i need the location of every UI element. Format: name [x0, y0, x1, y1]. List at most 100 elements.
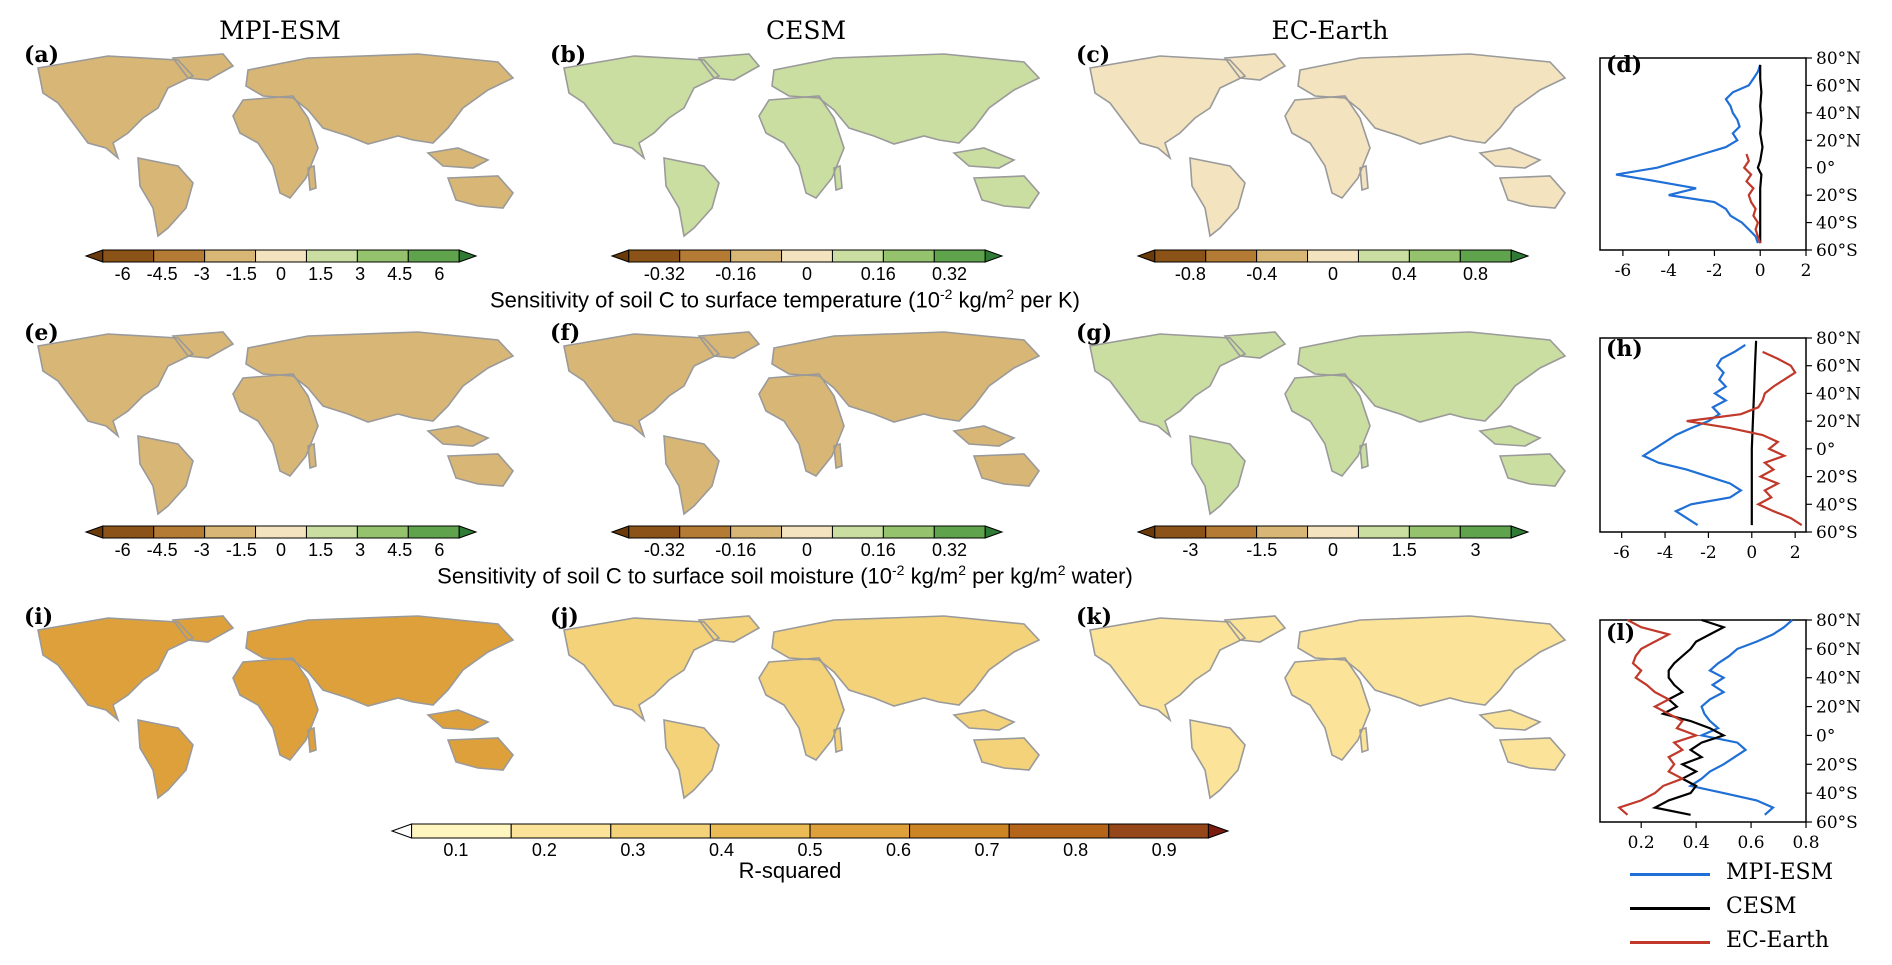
colorbar-r-squared-tick-label: 0.7: [974, 840, 1000, 860]
legend-item-cesm: CESM: [1630, 894, 1880, 922]
colorbar-b-tick-label: 0.16: [860, 264, 896, 284]
legend-swatch: [1630, 941, 1710, 944]
lat-tick-label: 60°N: [1816, 640, 1861, 660]
colorbar-e-tick-label: 0: [275, 540, 287, 560]
colorbar-g-tick-label: 3: [1470, 540, 1481, 560]
colorbar-b-tick-label: 0: [801, 264, 813, 284]
panel-label-a: (a): [24, 42, 60, 68]
x-tick-label: 0: [1755, 261, 1766, 281]
legend-swatch: [1630, 873, 1710, 876]
colorbar-r-squared-tick-label: 0.3: [620, 840, 646, 860]
colorbar-r-squared-tick-label: 0.6: [886, 840, 912, 860]
lat-tick-label: 80°N: [1816, 49, 1861, 69]
colorbar-c-tick-label: 0.4: [1391, 264, 1417, 284]
legend-item-ec-earth: EC-Earth: [1630, 928, 1880, 956]
column-title-ec-earth: EC-Earth: [1271, 16, 1389, 45]
colorbar-e-tick-label: 1.5: [308, 540, 334, 560]
colorbar-r-squared-tick-label: 0.9: [1151, 840, 1177, 860]
column-title-mpi-esm: MPI-ESM: [219, 16, 341, 45]
colorbar-f-tick-label: -0.32: [643, 540, 685, 560]
lat-tick-label: 20°S: [1816, 186, 1858, 206]
panel-label-i: (i): [24, 604, 54, 630]
row2-caption: Sensitivity of soil C to surface soil mo…: [437, 562, 1133, 589]
colorbar-c-tick-label: -0.4: [1246, 264, 1278, 284]
colorbar-f-tick-label: 0: [801, 540, 813, 560]
lat-tick-label: 0°: [1816, 440, 1835, 460]
panel-label-c: (c): [1076, 42, 1111, 68]
panel-label-g: (g): [1076, 320, 1113, 346]
lat-tick-label: 40°N: [1816, 104, 1861, 124]
x-tick-label: 0.6: [1738, 833, 1765, 853]
series-cesm: [1756, 64, 1764, 244]
lat-tick-label: 0°: [1816, 159, 1835, 179]
lat-tick-label: 20°N: [1816, 412, 1861, 432]
x-tick-label: -4: [1660, 261, 1677, 281]
panel-label-e: (e): [24, 320, 59, 346]
colorbar-e-tick-label: -1.5: [225, 540, 257, 560]
series-ec-earth: [1617, 619, 1700, 816]
column-title-cesm: CESM: [765, 16, 847, 45]
series-mpi-esm: [1641, 343, 1746, 527]
colorbar-e-tick-label: -3: [193, 540, 210, 560]
colorbar-a-tick-label: 6: [434, 264, 445, 284]
colorbar-b-tick-label: -0.32: [643, 264, 685, 284]
colorbar-a-tick-label: 0: [275, 264, 287, 284]
colorbar-g-tick-label: -3: [1182, 540, 1199, 560]
lat-tick-label: 20°S: [1816, 755, 1858, 775]
colorbar-g-tick-label: -1.5: [1246, 540, 1278, 560]
x-tick-label: 2: [1790, 543, 1801, 563]
colorbar-f-tick-label: -0.16: [715, 540, 757, 560]
colorbar-f-tick-label: 0.16: [860, 540, 896, 560]
series-mpi-esm: [1615, 64, 1762, 244]
lat-tick-label: 20°N: [1816, 698, 1861, 718]
colorbar-r-squared-tick-label: 0.1: [443, 840, 469, 860]
colorbar-c-tick-label: -0.8: [1174, 264, 1206, 284]
colorbar-e-tick-label: -4.5: [146, 540, 178, 560]
colorbar-c-tick-label: 0.8: [1463, 264, 1489, 284]
x-tick-label: 0.8: [1792, 833, 1819, 853]
colorbar-a-tick-label: -3: [193, 264, 210, 284]
legend: MPI-ESM CESM EC-Earth: [1630, 860, 1880, 960]
x-tick-label: 0: [1746, 543, 1757, 563]
colorbar-e-tick-label: 6: [434, 540, 445, 560]
colorbar-b-tick-label: 0.32: [932, 264, 968, 284]
colorbar-a-tick-label: -6: [114, 264, 131, 284]
legend-label: MPI-ESM: [1726, 860, 1834, 885]
colorbar-g-tick-label: 1.5: [1391, 540, 1417, 560]
colorbar-r-squared-tick-label: 0.2: [531, 840, 557, 860]
panel-label-k: (k): [1076, 604, 1113, 630]
lat-tick-label: 40°S: [1816, 495, 1858, 515]
colorbar-a-tick-label: 4.5: [387, 264, 413, 284]
colorbar-a-tick-label: -4.5: [146, 264, 178, 284]
colorbar-e-tick-label: 3: [355, 540, 366, 560]
x-tick-label: -2: [1700, 543, 1717, 563]
lat-tick-label: 40°S: [1816, 784, 1858, 804]
legend-swatch: [1630, 907, 1710, 910]
colorbar-e-tick-label: -6: [114, 540, 131, 560]
lat-tick-label: 40°S: [1816, 214, 1858, 234]
x-tick-label: -2: [1706, 261, 1723, 281]
x-tick-label: -6: [1615, 261, 1632, 281]
colorbar-a-tick-label: -1.5: [225, 264, 257, 284]
series-mpi-esm: [1687, 619, 1794, 816]
lat-tick-label: 60°N: [1816, 357, 1861, 377]
series-ec-earth: [1686, 350, 1803, 527]
panel-label-l: (l): [1606, 620, 1636, 646]
lat-tick-label: 20°N: [1816, 131, 1861, 151]
profile-l: 80°N 60°N 40°N 20°N 0° 20°S 40°S 60°S 0.2 0.4 0.6 0…: [1599, 611, 1861, 853]
lat-tick-label: 60°S: [1816, 523, 1858, 543]
x-tick-label: -4: [1657, 543, 1674, 563]
x-tick-label: 0.4: [1683, 833, 1710, 853]
lat-tick-label: 60°S: [1816, 241, 1858, 261]
lat-tick-label: 60°S: [1816, 813, 1858, 833]
panel-label-h: (h): [1606, 336, 1643, 362]
colorbar-a-tick-label: 1.5: [308, 264, 334, 284]
colorbar-r-squared-tick-label: 0.8: [1063, 840, 1089, 860]
colorbar-c-tick-label: 0: [1327, 264, 1339, 284]
profile-d: 80°N 60°N 40°N 20°N 0° 20°S 40°S 60°S -6 -4 -2 0 2: [1599, 49, 1861, 281]
x-tick-label: 0.2: [1628, 833, 1655, 853]
legend-item-mpi-esm: MPI-ESM: [1630, 860, 1880, 888]
lat-tick-label: 0°: [1816, 726, 1835, 746]
colorbar-f-tick-label: 0.32: [932, 540, 968, 560]
